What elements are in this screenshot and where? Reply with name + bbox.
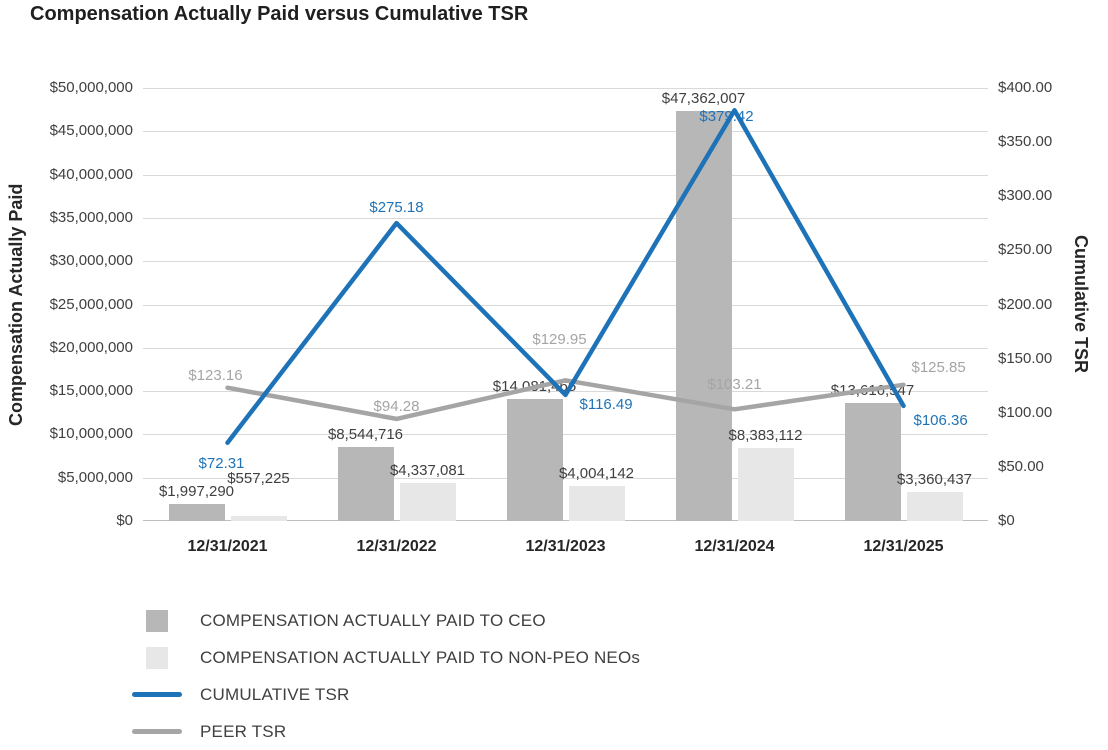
left-axis-tick-label: $35,000,000 [49, 208, 133, 226]
peer-tsr-value-label: $123.16 [188, 366, 243, 384]
ceo-bar [168, 503, 225, 521]
gridline [143, 174, 988, 176]
non-peo-neos-bar-value-label: $4,004,142 [558, 465, 635, 483]
non-peo-neos-bar [906, 491, 963, 521]
non-peo-neos-bar [230, 516, 287, 521]
peer-tsr-value-label: $94.28 [373, 397, 420, 415]
gridline [143, 347, 988, 349]
x-axis-line [143, 520, 988, 521]
left-axis-tick-label: $0 [116, 512, 133, 529]
left-axis-tick-label: $40,000,000 [49, 165, 133, 183]
right-axis-tick-label: $150.00 [998, 349, 1053, 367]
gridline [143, 434, 988, 436]
cumulative-tsr-value-label: $72.31 [198, 454, 245, 472]
legend-item-cumulative-tsr: CUMULATIVE TSR [132, 676, 892, 713]
cumulative-tsr-legend-swatch [132, 692, 182, 697]
x-axis-category-label: 12/31/2025 [863, 538, 944, 555]
ceo-legend-label: COMPENSATION ACTUALLY PAID TO CEO [200, 610, 546, 630]
gridline [143, 304, 988, 306]
ceo-legend-swatch-wrap [132, 609, 182, 633]
left-axis-tick-label: $10,000,000 [49, 425, 133, 443]
right-axis-title: Cumulative TSR [1071, 235, 1091, 374]
ceo-legend-swatch [146, 609, 168, 632]
right-axis-tick-label: $200.00 [998, 295, 1053, 313]
non-peo-neos-bar [399, 483, 456, 521]
ceo-bar-value-label: $47,362,007 [661, 89, 746, 107]
peer-tsr-value-label: $125.85 [911, 358, 966, 376]
non-peo-neos-bar-value-label: $3,360,437 [896, 470, 973, 488]
legend-item-non-peo-neos: COMPENSATION ACTUALLY PAID TO NON-PEO NE… [132, 639, 892, 676]
left-axis-tick-label: $45,000,000 [49, 122, 133, 140]
non-peo-neos-legend-swatch-wrap [132, 646, 182, 670]
chart-title: Compensation Actually Paid versus Cumula… [30, 3, 529, 25]
left-axis-tick-label: $50,000,000 [49, 79, 133, 96]
x-axis-category-label: 12/31/2022 [356, 538, 437, 555]
left-axis-tick-label: $5,000,000 [57, 468, 133, 486]
left-axis-tick-label: $30,000,000 [49, 252, 133, 270]
right-axis-tick-label: $50.00 [998, 457, 1044, 475]
peer-tsr-value-label: $103.21 [707, 376, 762, 394]
cumulative-tsr-value-label: $106.36 [913, 411, 968, 429]
ceo-bar [844, 403, 901, 521]
tsr-lines-svg [225, 108, 906, 445]
peer-tsr-legend-label: PEER TSR [200, 721, 287, 741]
cumulative-tsr-line [225, 108, 906, 445]
non-peo-neos-bar-value-label: $557,225 [227, 470, 290, 488]
right-axis-tick-label: $100.00 [998, 403, 1053, 421]
cumulative-tsr-legend-label: CUMULATIVE TSR [200, 684, 350, 704]
left-axis-tick-label: $25,000,000 [49, 295, 133, 313]
right-axis-tick-label: $350.00 [998, 133, 1053, 151]
gridline [143, 131, 988, 133]
gridline [143, 477, 988, 479]
gridline [143, 261, 988, 263]
peer-tsr-legend-swatch [132, 729, 182, 734]
gridline [143, 217, 988, 219]
gridline [143, 88, 988, 89]
cumulative-tsr-value-label: $275.18 [369, 199, 424, 217]
ceo-bar [337, 447, 394, 521]
left-axis-tick-label: $15,000,000 [49, 382, 133, 400]
chart-legend: COMPENSATION ACTUALLY PAID TO CEO COMPENS… [132, 602, 892, 750]
peer-tsr-legend-swatch-wrap [132, 720, 182, 744]
legend-item-peer-tsr: PEER TSR [132, 713, 892, 750]
cumulative-tsr-legend-swatch-wrap [132, 683, 182, 707]
x-axis-category-label: 12/31/2021 [187, 538, 268, 555]
non-peo-neos-bar-value-label: $8,383,112 [728, 427, 803, 445]
ceo-bar [506, 399, 563, 521]
cumulative-tsr-value-label: $379.42 [699, 108, 754, 126]
cumulative-tsr-value-label: $116.49 [579, 395, 633, 413]
ceo-bar-value-label: $1,997,290 [158, 482, 235, 500]
non-peo-neos-legend-swatch [146, 646, 168, 669]
left-axis-tick-label: $20,000,000 [49, 338, 133, 356]
non-peo-neos-bar [568, 486, 625, 521]
x-axis-category-label: 12/31/2023 [525, 538, 606, 555]
x-axis-category-label: 12/31/2024 [694, 538, 775, 555]
peer-tsr-line [225, 378, 906, 422]
right-axis-tick-label: $0 [998, 512, 1015, 529]
right-axis-tick-label: $400.00 [998, 79, 1053, 96]
peer-tsr-value-label: $129.95 [532, 331, 587, 349]
right-axis-tick-label: $300.00 [998, 187, 1053, 205]
ceo-bar-value-label: $8,544,716 [327, 426, 404, 444]
non-peo-neos-bar [737, 448, 794, 521]
non-peo-neos-legend-label: COMPENSATION ACTUALLY PAID TO NON-PEO NE… [200, 647, 641, 667]
plot-area: $1,997,290 $8,544,716 $14,081,465 $47,362,0… [143, 88, 988, 521]
ceo-bar [675, 110, 732, 521]
non-peo-neos-bar-value-label: $4,337,081 [389, 462, 466, 480]
legend-item-ceo: COMPENSATION ACTUALLY PAID TO CEO [132, 602, 892, 639]
right-axis-tick-label: $250.00 [998, 241, 1053, 259]
